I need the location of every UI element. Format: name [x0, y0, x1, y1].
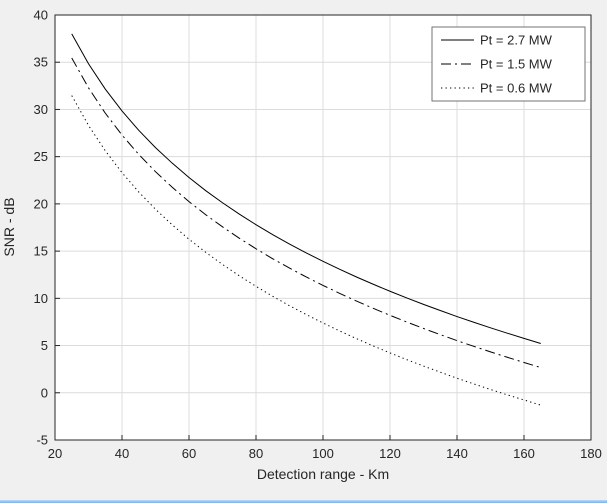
- legend-box: [431, 26, 586, 102]
- y-tick-label: 15: [34, 244, 48, 259]
- y-tick-label: 5: [41, 338, 48, 353]
- y-tick-label: -5: [36, 433, 48, 448]
- series-line: [71, 95, 541, 406]
- x-axis-label: Detection range - Km: [257, 466, 389, 482]
- y-tick-label: 25: [34, 149, 48, 164]
- x-tick-label: 120: [379, 446, 401, 461]
- series-layer: [71, 33, 541, 406]
- x-tick-label: 20: [48, 446, 62, 461]
- x-tick-label: 180: [580, 446, 602, 461]
- x-tick-label: 40: [115, 446, 129, 461]
- axes-layer: 20 40 60 80 100 120 140 160 180 -5 0 5 10 15 20 25 30 35 4…: [34, 8, 602, 462]
- series-line: [71, 33, 541, 344]
- legend-label: Pt = 1.5 MW: [480, 57, 553, 72]
- x-tick-label: 140: [446, 446, 468, 461]
- y-tick-label: 10: [34, 291, 48, 306]
- legend: Pt = 2.7 MW Pt = 1.5 MW Pt = 0.6 MW: [431, 26, 586, 102]
- window-bottom-border: [0, 500, 607, 503]
- x-tick-label: 100: [312, 446, 334, 461]
- y-tick-label: 0: [41, 385, 48, 400]
- y-tick-label: 20: [34, 196, 48, 211]
- series-line: [71, 57, 541, 369]
- legend-label: Pt = 0.6 MW: [480, 81, 553, 96]
- x-tick-label: 80: [249, 446, 263, 461]
- y-tick-label: 40: [34, 8, 48, 23]
- y-tick-label: 30: [34, 102, 48, 117]
- x-tick-label: 160: [513, 446, 535, 461]
- legend-label: Pt = 2.7 MW: [480, 33, 553, 48]
- y-tick-label: 35: [34, 55, 48, 70]
- x-tick-label: 60: [182, 446, 196, 461]
- y-axis-label: SNR - dB: [1, 197, 17, 256]
